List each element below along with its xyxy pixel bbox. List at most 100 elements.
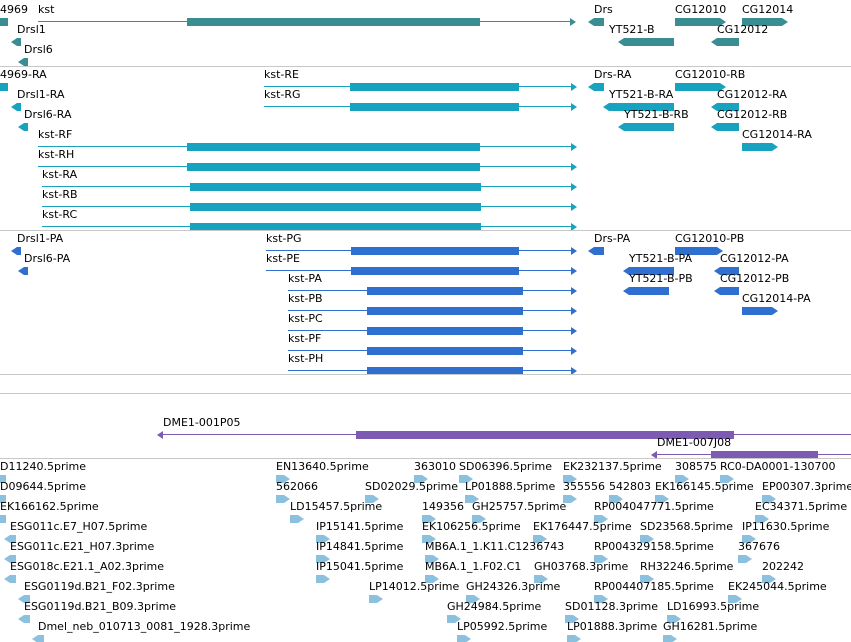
feature-glyph[interactable] bbox=[288, 367, 577, 375]
feature-label: 355556 bbox=[563, 480, 605, 493]
exon-block bbox=[350, 103, 519, 111]
feature-glyph[interactable] bbox=[266, 247, 577, 255]
feature-glyph[interactable] bbox=[742, 307, 778, 315]
feature-glyph[interactable] bbox=[565, 615, 579, 623]
feature-glyph[interactable] bbox=[425, 575, 439, 583]
feature-glyph[interactable] bbox=[742, 18, 788, 26]
exon-block bbox=[717, 38, 739, 46]
feature-glyph[interactable] bbox=[264, 83, 577, 91]
feature-glyph[interactable] bbox=[0, 515, 6, 523]
feature-glyph[interactable] bbox=[533, 535, 547, 543]
feature-glyph[interactable] bbox=[447, 615, 461, 623]
feature-glyph[interactable] bbox=[720, 475, 734, 483]
feature-glyph[interactable] bbox=[414, 475, 428, 483]
feature-glyph[interactable] bbox=[0, 495, 6, 503]
feature-glyph[interactable] bbox=[42, 203, 577, 211]
feature-glyph[interactable] bbox=[32, 635, 44, 642]
feature-glyph[interactable] bbox=[618, 38, 674, 46]
feature-glyph[interactable] bbox=[588, 247, 604, 255]
feature-glyph[interactable] bbox=[640, 575, 654, 583]
feature-glyph[interactable] bbox=[288, 347, 577, 355]
feature-glyph[interactable] bbox=[651, 451, 851, 459]
feature-glyph[interactable] bbox=[762, 575, 776, 583]
feature-glyph[interactable] bbox=[675, 83, 726, 91]
feature-glyph[interactable] bbox=[18, 267, 28, 275]
feature-glyph[interactable] bbox=[288, 327, 577, 335]
feature-glyph[interactable] bbox=[588, 83, 604, 91]
feature-glyph[interactable] bbox=[18, 595, 30, 603]
feature-glyph[interactable] bbox=[11, 38, 21, 46]
feature-glyph[interactable] bbox=[4, 555, 16, 563]
feature-glyph[interactable] bbox=[728, 595, 742, 603]
feature-glyph[interactable] bbox=[711, 123, 739, 131]
feature-glyph[interactable] bbox=[742, 535, 756, 543]
feature-glyph[interactable] bbox=[11, 247, 21, 255]
feature-glyph[interactable] bbox=[567, 635, 581, 642]
feature-glyph[interactable] bbox=[369, 595, 383, 603]
feature-glyph[interactable] bbox=[425, 555, 439, 563]
feature-glyph[interactable] bbox=[563, 495, 577, 503]
feature-glyph[interactable] bbox=[42, 183, 577, 191]
feature-glyph[interactable] bbox=[276, 495, 290, 503]
feature-glyph[interactable] bbox=[714, 287, 739, 295]
feature-glyph[interactable] bbox=[18, 615, 30, 623]
feature-glyph[interactable] bbox=[594, 555, 608, 563]
feature-glyph[interactable] bbox=[667, 615, 681, 623]
feature-glyph[interactable] bbox=[0, 18, 8, 26]
feature-glyph[interactable] bbox=[0, 83, 8, 91]
feature-glyph[interactable] bbox=[594, 515, 608, 523]
feature-glyph[interactable] bbox=[466, 595, 480, 603]
feature-glyph[interactable] bbox=[422, 515, 436, 523]
feature-glyph[interactable] bbox=[623, 267, 674, 275]
feature-glyph[interactable] bbox=[316, 575, 330, 583]
feature-glyph[interactable] bbox=[288, 307, 577, 315]
feature-glyph[interactable] bbox=[711, 38, 739, 46]
feature-glyph[interactable] bbox=[457, 635, 471, 642]
feature-glyph[interactable] bbox=[618, 123, 674, 131]
feature-glyph[interactable] bbox=[534, 575, 548, 583]
feature-glyph[interactable] bbox=[316, 555, 330, 563]
feature-glyph[interactable] bbox=[290, 515, 304, 523]
feature-glyph[interactable] bbox=[623, 287, 669, 295]
feature-glyph[interactable] bbox=[38, 18, 576, 26]
feature-glyph[interactable] bbox=[594, 595, 608, 603]
feature-glyph[interactable] bbox=[675, 475, 689, 483]
feature-glyph[interactable] bbox=[711, 103, 739, 111]
feature-glyph[interactable] bbox=[0, 475, 6, 483]
feature-glyph[interactable] bbox=[4, 575, 16, 583]
feature-glyph[interactable] bbox=[755, 515, 769, 523]
feature-glyph[interactable] bbox=[603, 103, 674, 111]
feature-glyph[interactable] bbox=[365, 495, 379, 503]
feature-glyph[interactable] bbox=[762, 495, 776, 503]
feature-glyph[interactable] bbox=[675, 247, 723, 255]
exon-block bbox=[655, 495, 663, 503]
feature-glyph[interactable] bbox=[609, 495, 623, 503]
feature-glyph[interactable] bbox=[266, 267, 577, 275]
feature-glyph[interactable] bbox=[4, 535, 16, 543]
feature-glyph[interactable] bbox=[563, 475, 577, 483]
feature-glyph[interactable] bbox=[18, 58, 28, 66]
feature-glyph[interactable] bbox=[18, 123, 28, 131]
feature-glyph[interactable] bbox=[316, 535, 330, 543]
feature-glyph[interactable] bbox=[42, 223, 577, 231]
feature-glyph[interactable] bbox=[738, 555, 752, 563]
feature-glyph[interactable] bbox=[276, 475, 290, 483]
feature-glyph[interactable] bbox=[655, 495, 669, 503]
strand-left-icon bbox=[588, 247, 594, 255]
feature-glyph[interactable] bbox=[675, 18, 726, 26]
feature-glyph[interactable] bbox=[742, 143, 778, 151]
feature-glyph[interactable] bbox=[588, 18, 604, 26]
feature-glyph[interactable] bbox=[714, 267, 739, 275]
feature-glyph[interactable] bbox=[11, 103, 21, 111]
feature-glyph[interactable] bbox=[472, 515, 486, 523]
feature-glyph[interactable] bbox=[663, 635, 677, 642]
feature-glyph[interactable] bbox=[38, 143, 577, 151]
feature-glyph[interactable] bbox=[157, 431, 851, 439]
feature-glyph[interactable] bbox=[459, 475, 473, 483]
feature-glyph[interactable] bbox=[288, 287, 577, 295]
feature-glyph[interactable] bbox=[264, 103, 577, 111]
feature-glyph[interactable] bbox=[38, 163, 577, 171]
feature-glyph[interactable] bbox=[640, 535, 654, 543]
feature-glyph[interactable] bbox=[422, 535, 436, 543]
feature-glyph[interactable] bbox=[465, 495, 479, 503]
